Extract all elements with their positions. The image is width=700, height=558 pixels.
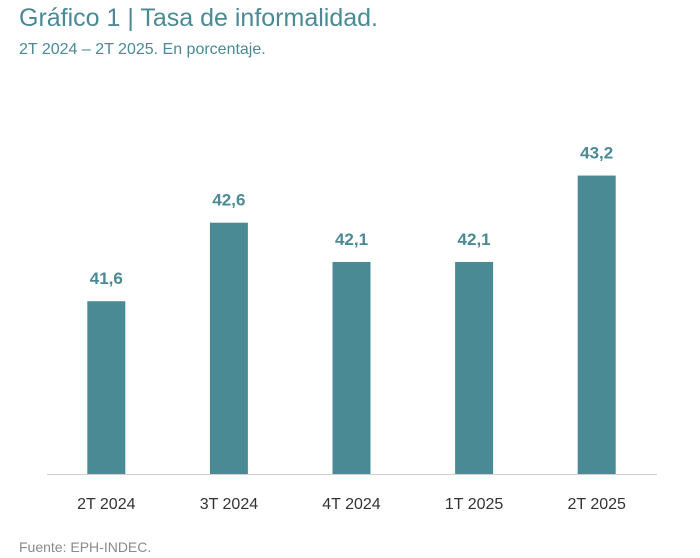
chart-title: Gráfico 1 | Tasa de informalidad. (19, 4, 378, 32)
bar-2t-2024 (87, 301, 126, 474)
bar-chart: 41,6 2T 2024 42,6 3T 2024 42,1 4T 2024 42,1 1T … (47, 144, 657, 513)
bar-4t-2024 (332, 261, 371, 474)
bar-3t-2024 (209, 222, 248, 474)
data-label: 41,6 (90, 269, 123, 288)
source-note: Fuente: EPH-INDEC. (19, 539, 152, 555)
data-label: 42,1 (335, 230, 368, 249)
chart-subtitle: 2T 2024 – 2T 2025. En porcentaje. (19, 41, 266, 58)
x-tick-label: 2T 2025 (567, 496, 626, 513)
data-label: 43,2 (580, 144, 613, 163)
x-tick-label: 1T 2025 (445, 496, 504, 513)
x-tick-label: 2T 2024 (77, 496, 136, 513)
x-tick-label: 4T 2024 (322, 496, 381, 513)
data-label: 42,1 (458, 230, 491, 249)
bar-2t-2025 (577, 175, 616, 474)
x-tick-label: 3T 2024 (200, 496, 259, 513)
bar-1t-2025 (455, 261, 494, 474)
data-label: 42,6 (212, 191, 245, 210)
